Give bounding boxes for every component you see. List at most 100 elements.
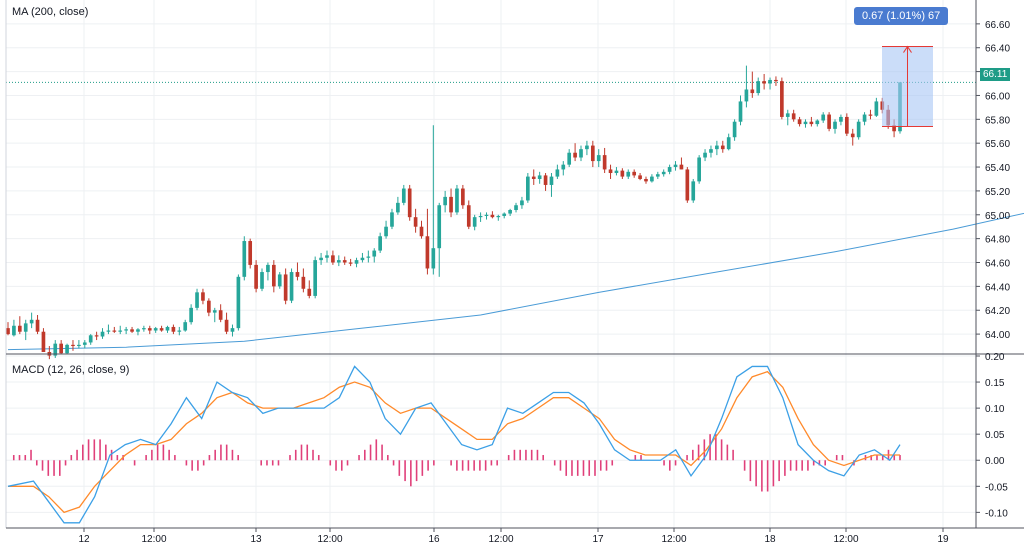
candle <box>224 312 229 335</box>
price-tick-label: 64.40 <box>985 282 1010 293</box>
candle-body <box>77 344 81 347</box>
candle-body <box>254 264 258 289</box>
time-tick-label: 12:00 <box>488 534 513 545</box>
candle-body <box>573 152 577 158</box>
candle-body <box>212 310 217 313</box>
macd-tick-label: 0.10 <box>985 404 1005 415</box>
chart-axes: 66.6066.4066.2066.0065.8065.6065.4065.20… <box>5 0 1024 545</box>
candle <box>396 196 400 215</box>
candle-body <box>88 335 93 343</box>
candle-body <box>307 288 312 296</box>
candle-body <box>626 171 631 177</box>
candle <box>77 340 81 349</box>
candle-body <box>508 210 512 214</box>
candle-body <box>768 79 772 84</box>
candle-body <box>53 343 58 356</box>
price-tick-label: 66.00 <box>985 91 1010 102</box>
candle-body <box>809 121 814 125</box>
candle-body <box>780 81 784 117</box>
candle <box>248 238 253 269</box>
candle <box>803 119 808 128</box>
candle <box>531 169 536 185</box>
candle <box>443 190 447 213</box>
candle-body <box>171 326 176 332</box>
candle <box>585 140 589 156</box>
candle-body <box>12 325 16 336</box>
candle <box>41 328 46 352</box>
candle <box>520 196 524 209</box>
candle-body <box>756 81 761 94</box>
candle <box>744 65 749 108</box>
candle-body <box>248 241 253 265</box>
time-tick-label: 18 <box>764 534 776 545</box>
price-tick-label: 64.20 <box>985 306 1010 317</box>
candle <box>549 173 554 197</box>
time-tick-label: 12:00 <box>141 534 166 545</box>
candle-body <box>703 152 707 158</box>
candle <box>348 258 353 267</box>
time-tick-label: 12 <box>78 534 90 545</box>
candle-body <box>892 125 896 132</box>
ma-indicator-label[interactable]: MA (200, close) <box>12 6 89 18</box>
candle-body <box>531 176 536 179</box>
candle <box>53 340 58 358</box>
candle <box>821 112 826 123</box>
macd-histogram <box>12 434 901 492</box>
time-tick-label: 17 <box>592 534 604 545</box>
candle <box>136 328 140 336</box>
candle <box>756 77 761 96</box>
candle <box>667 164 672 175</box>
candle-body <box>543 175 548 185</box>
candle <box>295 262 300 281</box>
candle <box>472 214 477 231</box>
candle <box>35 315 40 335</box>
measure-tool <box>882 45 933 127</box>
candle <box>218 304 223 323</box>
candle-body <box>331 255 335 263</box>
candle-body <box>159 328 164 331</box>
candle <box>720 140 725 153</box>
candle-body <box>366 256 371 258</box>
candle <box>567 149 572 168</box>
candle <box>679 157 684 170</box>
time-tick-label: 19 <box>937 534 949 545</box>
candle-body <box>490 214 495 218</box>
price-tick-label: 65.40 <box>985 163 1010 174</box>
price-tick-label: 65.00 <box>985 211 1010 222</box>
candle <box>183 319 188 332</box>
candle <box>207 298 211 317</box>
candle <box>431 125 436 275</box>
last-price-tag: 66.11 <box>980 68 1011 81</box>
candle-body <box>815 120 820 125</box>
candle-body <box>839 116 843 122</box>
candle-body <box>567 152 572 165</box>
candle <box>319 252 323 265</box>
candle-body <box>685 169 690 201</box>
candle <box>797 116 802 127</box>
candle <box>691 178 696 203</box>
candle <box>201 288 205 305</box>
candle-body <box>65 344 69 354</box>
candle-body <box>850 133 855 138</box>
candle <box>118 325 123 335</box>
candle <box>106 324 111 335</box>
candle-body <box>833 121 837 129</box>
candle-body <box>82 342 87 345</box>
candle-body <box>585 145 589 150</box>
candle-body <box>774 79 778 82</box>
macd-indicator-label[interactable]: MACD (12, 26, close, 9) <box>12 364 130 376</box>
candle-body <box>301 276 306 289</box>
candle <box>868 109 873 120</box>
candle-body <box>697 157 701 182</box>
macd-line <box>7 365 901 524</box>
candle <box>738 95 743 126</box>
candle-body <box>71 344 75 347</box>
candle <box>526 173 530 203</box>
candle <box>590 140 595 168</box>
candle <box>490 211 495 219</box>
candle <box>543 173 548 191</box>
candle-body <box>201 292 205 301</box>
candle <box>661 169 666 177</box>
candle-body <box>236 276 241 329</box>
